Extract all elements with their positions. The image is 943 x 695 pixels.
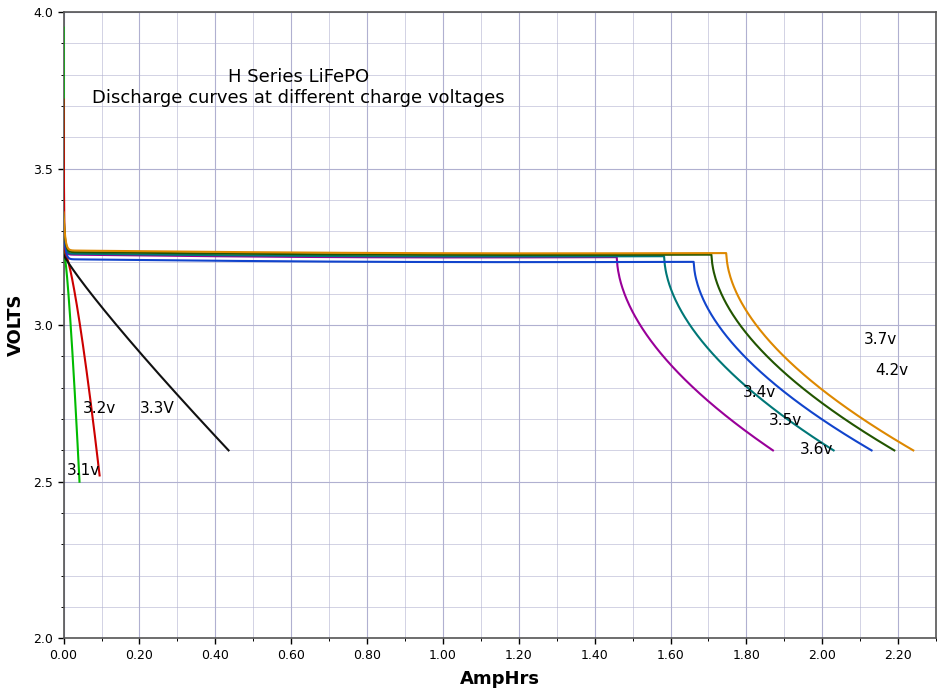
Text: 3.5v: 3.5v	[769, 414, 802, 428]
X-axis label: AmpHrs: AmpHrs	[460, 670, 539, 688]
Text: H Series LiFePO
Discharge curves at different charge voltages: H Series LiFePO Discharge curves at diff…	[92, 68, 505, 107]
Text: 3.4v: 3.4v	[742, 385, 776, 400]
Text: 3.6v: 3.6v	[800, 441, 833, 457]
Y-axis label: VOLTS: VOLTS	[7, 294, 25, 357]
Text: 3.1v: 3.1v	[67, 464, 100, 478]
Text: 3.3V: 3.3V	[140, 401, 174, 416]
Text: 4.2v: 4.2v	[875, 363, 908, 378]
Text: 3.2v: 3.2v	[83, 401, 116, 416]
Text: 3.7v: 3.7v	[864, 332, 897, 347]
